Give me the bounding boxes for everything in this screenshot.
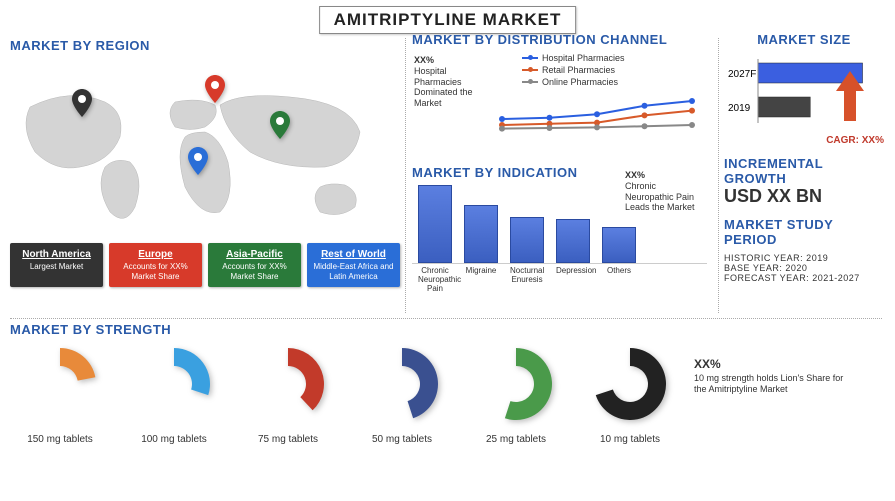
donut-item: 75 mg tablets — [238, 343, 338, 445]
svg-text:2019: 2019 — [728, 103, 751, 114]
svg-text:2027F: 2027F — [728, 69, 756, 80]
middle-section: MARKET BY DISTRIBUTION CHANNEL XX% Hospi… — [412, 32, 712, 314]
donut-item: 25 mg tablets — [466, 343, 566, 445]
bar-label: Others — [602, 267, 636, 293]
divider — [718, 38, 719, 313]
bar-label: Migraine — [464, 267, 498, 293]
indication-bar — [602, 227, 636, 263]
bar-label: Chronic Neuropathic Pain — [418, 267, 452, 293]
ind-note-pct: XX% — [625, 170, 645, 180]
donut-item: 150 mg tablets — [10, 343, 110, 445]
indication-chart: XX% Chronic Neuropathic Pain Leads the M… — [412, 184, 707, 314]
period-line: HISTORIC YEAR: 2019 — [724, 253, 884, 263]
period-lines: HISTORIC YEAR: 2019BASE YEAR: 2020FORECA… — [724, 253, 884, 283]
region-card: Asia-Pacific Accounts for XX% Market Shar… — [208, 243, 301, 287]
region-name: Asia-Pacific — [212, 249, 297, 260]
region-card: Rest of World Middle-East Africa and Lati… — [307, 243, 400, 287]
strength-note: XX%10 mg strength holds Lion's Share for… — [694, 343, 849, 396]
period-line: BASE YEAR: 2020 — [724, 263, 884, 273]
strength-section: MARKET BY STRENGTH 150 mg tablets 100 mg… — [10, 322, 882, 445]
donut-item: 50 mg tablets — [352, 343, 452, 445]
distribution-chart: XX% Hospital Pharmacies Dominated the Ma… — [412, 49, 702, 159]
growth-value: USD XX BN — [724, 186, 884, 207]
bar-label: Nocturnal Enuresis — [510, 267, 544, 293]
right-section: MARKET SIZE 2027F2019 CAGR: XX% INCREMEN… — [724, 32, 884, 283]
map-pin — [188, 147, 208, 175]
indication-bar — [464, 205, 498, 263]
region-name: Rest of World — [311, 249, 396, 260]
ind-labels: Chronic Neuropathic Pain Migraine Nocturna… — [412, 267, 707, 293]
size-header: MARKET SIZE — [724, 32, 884, 47]
world-map — [10, 57, 390, 237]
page-title: AMITRIPTYLINE MARKET — [319, 6, 577, 34]
divider — [405, 38, 406, 313]
donut-item: 100 mg tablets — [124, 343, 224, 445]
period-header: MARKET STUDY PERIOD — [724, 217, 884, 247]
region-sub: Middle-East Africa and Latin America — [311, 262, 396, 281]
distribution-header: MARKET BY DISTRIBUTION CHANNEL — [412, 32, 712, 47]
indication-bar — [556, 219, 590, 263]
period-line: FORECAST YEAR: 2021-2027 — [724, 273, 884, 283]
bar-label: Depression — [556, 267, 590, 293]
map-pin — [72, 89, 92, 117]
region-name: North America — [14, 249, 99, 260]
region-header: MARKET BY REGION — [10, 38, 400, 53]
donut-item: 10 mg tablets — [580, 343, 680, 445]
line-legend: Hospital Pharmacies Retail Pharmacies Onli… — [522, 53, 625, 89]
region-cards: North America Largest Market Europe Account… — [10, 243, 400, 287]
donuts-row: 150 mg tablets 100 mg tablets 75 mg tabl… — [10, 343, 882, 445]
size-svg: 2027F 2019 — [724, 51, 874, 137]
dist-note-pct: XX% — [414, 55, 434, 65]
map-pin — [205, 75, 225, 103]
indication-bar — [418, 185, 452, 263]
growth-header: INCREMENTAL GROWTH — [724, 156, 884, 186]
region-sub: Accounts for XX% Market Share — [113, 262, 198, 281]
region-card: Europe Accounts for XX% Market Share — [109, 243, 202, 287]
indication-bar — [510, 217, 544, 263]
dist-note-text: Hospital Pharmacies Dominated the Market — [414, 66, 473, 108]
region-card: North America Largest Market — [10, 243, 103, 287]
strength-header: MARKET BY STRENGTH — [10, 322, 882, 337]
region-section: MARKET BY REGION North America Largest Ma… — [10, 38, 400, 287]
region-name: Europe — [113, 249, 198, 260]
donut-label: 75 mg tablets — [238, 434, 338, 445]
legend-item: Retail Pharmacies — [522, 65, 625, 75]
donut-label: 100 mg tablets — [124, 434, 224, 445]
region-sub: Accounts for XX% Market Share — [212, 262, 297, 281]
region-sub: Largest Market — [14, 262, 99, 272]
legend-item: Hospital Pharmacies — [522, 53, 625, 63]
legend-item: Online Pharmacies — [522, 77, 625, 87]
donut-label: 10 mg tablets — [580, 434, 680, 445]
divider — [10, 318, 882, 319]
size-chart: 2027F 2019 — [724, 51, 874, 137]
donut-label: 50 mg tablets — [352, 434, 452, 445]
donut-label: 25 mg tablets — [466, 434, 566, 445]
donut-label: 150 mg tablets — [10, 434, 110, 445]
ind-note-text: Chronic Neuropathic Pain Leads the Marke… — [625, 181, 695, 213]
map-pin — [270, 111, 290, 139]
